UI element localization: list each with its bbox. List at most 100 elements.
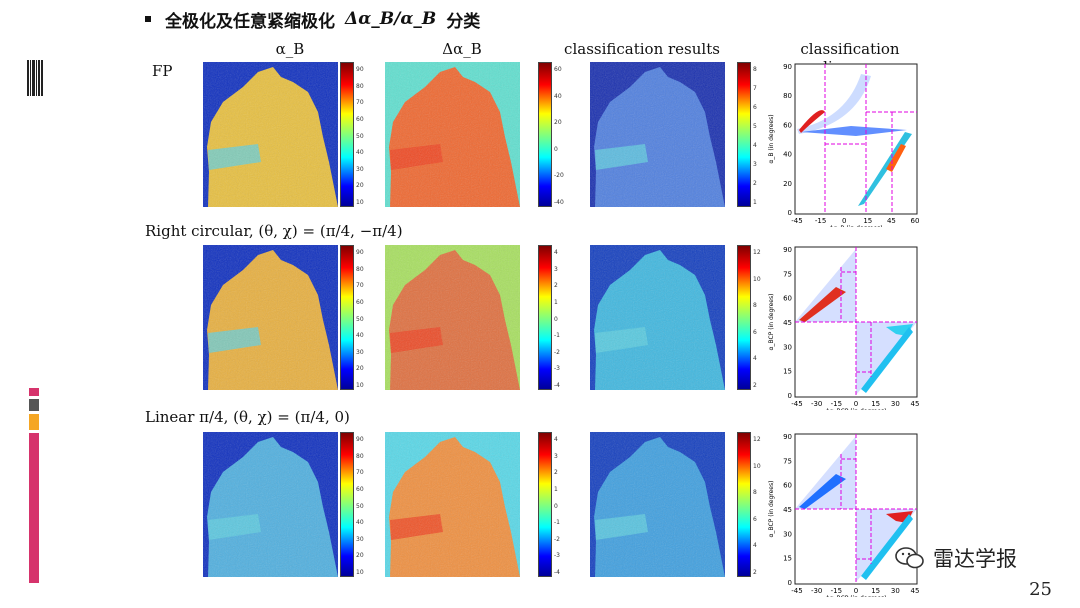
diagram-xtick-label: 15: [863, 217, 872, 225]
colorbar-row2-col2: [538, 245, 552, 390]
wechat-icon: [895, 547, 924, 569]
colorbar-tick-label: 8: [753, 489, 757, 497]
colorbar-tick-label: -4: [554, 569, 560, 576]
col-header-delta-alpha: Δα_B: [442, 40, 482, 58]
diagram-xlabel: Δα_B (in degrees): [829, 225, 882, 227]
colorbar-tick-label: 60: [356, 485, 364, 493]
diagram-ytick-label: 30: [783, 343, 792, 351]
diagram-xtick-label: 0: [854, 587, 858, 595]
diagram-xtick-label: 30: [891, 400, 900, 408]
diagram-ytick-label: 80: [783, 92, 792, 100]
diagram-xtick-label: 45: [887, 217, 896, 225]
colorbar-tick-label: 20: [356, 365, 364, 373]
colorbar-tick-label: -2: [554, 535, 560, 543]
diagram-xtick-label: -45: [791, 217, 802, 225]
diagram-ylabel: α_B (in degrees): [768, 114, 775, 163]
diagram-xtick-label: -45: [791, 400, 802, 408]
diagram-xtick-label: 0: [842, 217, 846, 225]
colorbar-tick-label: -4: [554, 382, 560, 389]
col-header-alpha: α_B: [275, 40, 305, 58]
diagram-xtick-label: 15: [871, 400, 880, 408]
colorbar-tick-label: 50: [356, 315, 364, 323]
diagram-ytick-label: 15: [783, 555, 792, 563]
diagram-ylabel: α_BCP (in degrees): [768, 294, 775, 351]
colorbar-row1-col1: [340, 62, 354, 207]
colorbar-tick-label: -1: [554, 332, 560, 340]
colorbar-tick-label: 80: [356, 452, 364, 460]
diagram-ytick-label: 15: [783, 368, 792, 376]
map-image-row3-col2: [385, 432, 520, 577]
colorbar-tick-label: 70: [356, 99, 364, 107]
col-header-classification-results: classification results: [564, 40, 720, 58]
slide-title: 全极化及任意紧缩极化 Δα_B/α_B 分类: [145, 6, 480, 32]
colorbar-ticks-row1-col1: 90 80 70 60 50 40 30 20 10: [354, 62, 376, 207]
colorbar-tick-label: 10: [356, 382, 364, 389]
colorbar-ticks-row3-col1: 90 80 70 60 50 40 30 20 10: [354, 432, 376, 577]
colorbar-tick-label: 60: [356, 115, 364, 123]
colorbar-tick-label: 20: [554, 119, 562, 127]
diagram-xtick-label: -15: [815, 217, 826, 225]
diagram-ytick-label: 0: [788, 579, 792, 587]
diagram-ytick-label: 60: [783, 121, 792, 129]
colorbar-tick-label: 30: [356, 348, 364, 356]
colorbar-row3-col1: [340, 432, 354, 577]
colorbar-tick-label: -20: [554, 172, 564, 180]
colorbar-tick-label: 7: [753, 85, 757, 92]
colorbar-tick-label: -3: [554, 552, 560, 560]
colorbar-tick-label: -2: [554, 348, 560, 356]
diagram-ytick-label: 90: [783, 63, 792, 71]
map-image-row2-col2: [385, 245, 520, 390]
colorbar-tick-label: 60: [554, 66, 562, 73]
colorbar-tick-label: 0: [554, 315, 558, 323]
diagram-ytick-label: 75: [783, 270, 792, 278]
colorbar-tick-label: 90: [356, 249, 364, 256]
diagram-xtick-label: 30: [891, 587, 900, 595]
diagram-ytick-label: 90: [783, 433, 792, 441]
diagram-ytick-label: 90: [783, 246, 792, 254]
colorbar-tick-label: 40: [554, 92, 562, 100]
title-math: Δα_B/α_B: [345, 9, 437, 29]
diagram-ytick-label: 20: [783, 180, 792, 188]
colorbar-tick-label: 8: [753, 66, 757, 73]
colorbar-tick-label: 6: [753, 328, 757, 336]
diagram-xtick-label: -15: [831, 400, 842, 408]
colorbar-tick-label: 30: [356, 165, 364, 173]
diagram-xlabel: Δα_BCP (in degrees): [826, 595, 887, 597]
colorbar-tick-label: 2: [554, 282, 558, 290]
colorbar-row2-col1: [340, 245, 354, 390]
colorbar-tick-label: -40: [554, 199, 564, 206]
colorbar-tick-label: 40: [356, 149, 364, 157]
map-image-row3-col3: [590, 432, 725, 577]
diagram-ylabel: α_BCP (in degrees): [768, 481, 775, 538]
colorbar-tick-label: 70: [356, 282, 364, 290]
map-image-row1-col1: [203, 62, 338, 207]
colorbar-tick-label: 2: [554, 469, 558, 477]
colorbar-tick-label: 1: [554, 298, 558, 306]
colorbar-ticks-row2-col2: 4 3 2 1 0 -1 -2 -3 -4: [552, 245, 574, 390]
colorbar-tick-label: 4: [753, 142, 757, 149]
map-image-row2-col3: [590, 245, 725, 390]
diagram-ytick-label: 60: [783, 295, 792, 303]
colorbar-tick-label: 3: [554, 452, 558, 460]
left-decoration-bars: [29, 388, 39, 583]
diagram-xtick-label: 45: [911, 400, 920, 408]
map-image-row3-col1: [203, 432, 338, 577]
colorbar-tick-label: -1: [554, 519, 560, 527]
colorbar-tick-label: 3: [554, 265, 558, 273]
colorbar-row3-col3: [737, 432, 751, 577]
colorbar-row1-col3: [737, 62, 751, 207]
colorbar-row1-col2: [538, 62, 552, 207]
diagram-ytick-label: 45: [783, 319, 792, 327]
diagram-xtick-label: 45: [911, 587, 920, 595]
logo-text: 雷达学报: [933, 547, 1017, 571]
diagram-ytick-label: 75: [783, 457, 792, 465]
diagram-ytick-label: 40: [783, 151, 792, 159]
page-number: 25: [1029, 579, 1052, 600]
row-label-linear: Linear π/4, (θ, χ) = (π/4, 0): [145, 408, 350, 426]
colorbar-tick-label: 60: [356, 298, 364, 306]
colorbar-tick-label: 70: [356, 469, 364, 477]
diagram-ytick-label: 45: [783, 506, 792, 514]
colorbar-ticks-row2-col1: 90 80 70 60 50 40 30 20 10: [354, 245, 376, 390]
